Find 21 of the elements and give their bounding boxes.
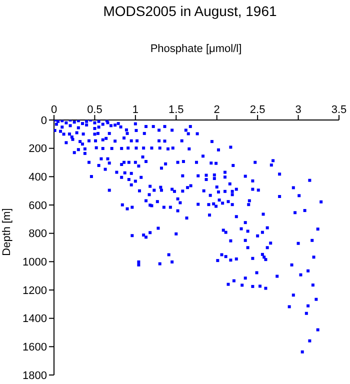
y-axis-title: Depth [m] [1,208,13,256]
y-tick-label: 1000 [22,256,47,269]
x-axis-title: Phosphate [μmol/l] [150,43,242,55]
y-tick-label: 600 [28,200,47,212]
y-tick-label: 1200 [22,284,47,297]
x-tick-label: 2.5 [250,104,266,116]
chart-title: MODS2005 in August, 1961 [103,3,277,19]
y-tick-label: 1800 [22,370,47,382]
x-tick-label: 1 [132,104,138,116]
y-tick-label: 400 [28,172,47,184]
x-tick-label: 3 [295,104,302,116]
y-tick-label: 800 [28,228,47,240]
x-tick-label: 0.5 [87,104,102,116]
x-tick-label: 2 [214,104,220,116]
y-tick-label: 1600 [22,342,47,354]
x-tick-label: 3.5 [331,104,347,116]
x-tick-label: 0 [50,104,58,116]
y-tick-label: 1400 [22,313,47,326]
x-tick-label: 1.5 [168,104,184,116]
y-tick-label: 200 [28,143,47,156]
y-tick-label: 0 [40,114,47,127]
